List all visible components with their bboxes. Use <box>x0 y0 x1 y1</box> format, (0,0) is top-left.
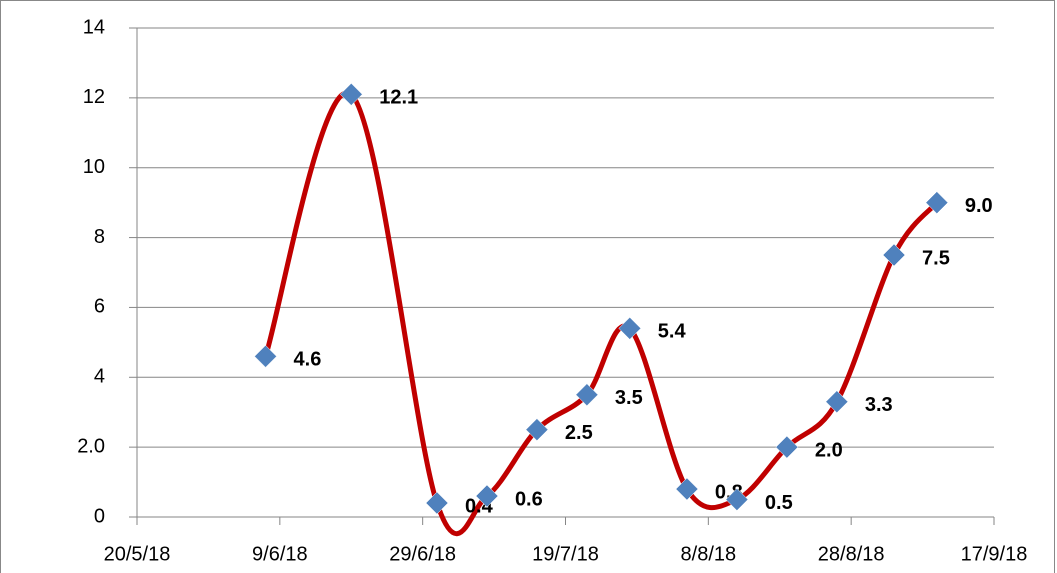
y-tick-label: 0 <box>94 505 105 527</box>
data-label: 7.5 <box>922 247 950 269</box>
x-tick-label: 9/6/18 <box>252 543 308 565</box>
data-label: 4.6 <box>294 349 322 371</box>
marker <box>475 484 499 508</box>
marker <box>618 317 642 340</box>
marker <box>425 491 449 515</box>
marker <box>775 435 799 459</box>
marker <box>882 243 906 267</box>
x-tick-label: 28/8/18 <box>818 543 885 565</box>
y-tick-label: 6 <box>94 296 105 318</box>
data-label: 12.1 <box>379 87 418 109</box>
marker <box>339 83 363 106</box>
x-tick-label: 20/5/18 <box>104 543 171 565</box>
marker <box>254 344 277 368</box>
y-tick-label: 14 <box>83 16 105 38</box>
y-tick-label: 8 <box>94 226 105 248</box>
x-tick-label: 29/6/18 <box>389 543 456 565</box>
x-tick-label: 19/7/18 <box>532 543 599 565</box>
marker <box>825 390 849 414</box>
marker <box>725 488 749 511</box>
y-tick-label: 10 <box>83 156 105 178</box>
data-label: 0.5 <box>765 492 793 514</box>
marker <box>575 383 599 407</box>
data-label: 3.3 <box>865 394 893 416</box>
data-label: 0.6 <box>515 488 543 510</box>
y-tick-label: 12 <box>83 86 105 108</box>
marker <box>525 418 549 442</box>
data-label: 5.4 <box>658 321 687 343</box>
marker <box>675 477 699 501</box>
data-label: 2.0 <box>815 439 843 461</box>
x-tick-label: 17/9/18 <box>961 543 1028 565</box>
series-line <box>263 90 939 536</box>
data-label: 3.5 <box>615 387 643 409</box>
x-tick-label: 8/8/18 <box>681 543 737 565</box>
data-label: 2.5 <box>565 422 593 444</box>
y-tick-label: 4 <box>94 366 105 388</box>
data-label: 9.0 <box>965 195 993 217</box>
marker <box>925 191 949 214</box>
y-tick-label: 2.0 <box>77 435 105 457</box>
